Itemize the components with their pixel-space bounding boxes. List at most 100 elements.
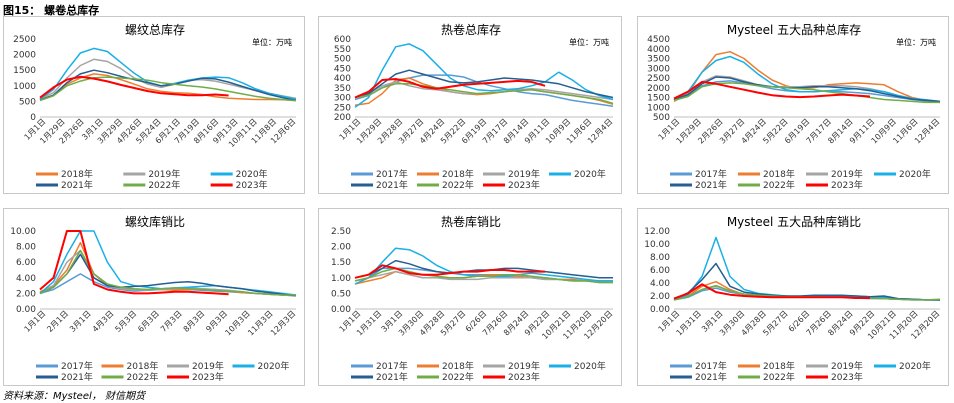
- series-line-2020: [39, 230, 297, 296]
- legend-label: 2023年: [508, 371, 540, 383]
- legend-item: 2021年: [36, 179, 93, 191]
- y-tick-label: 1000: [13, 82, 36, 92]
- y-tick-label: 1500: [13, 66, 36, 76]
- y-tick-label: 2.50: [331, 227, 351, 237]
- legend-label: 2022年: [127, 371, 159, 383]
- chart-panel-five-products-inventory: Mysteel 五大品种总库存 单位：万吨 500 1000 1500 2000 2500 3…: [637, 16, 949, 194]
- x-tick-label: 3月1日: [68, 309, 93, 334]
- y-tick-label: 10.00: [644, 240, 670, 250]
- series-line-2021: [39, 253, 297, 297]
- legend-label: 2018年: [442, 360, 474, 372]
- legend-item: 2021年: [351, 371, 408, 383]
- chart-panel-rebar-stock-sales-ratio: 螺纹库销比 0.00 2.00 4.00 6.00 8.00 10.00 1月1日 2月1日 3月…: [3, 208, 305, 386]
- legend-label: 2017年: [376, 360, 408, 372]
- legend-item: 2022年: [417, 371, 474, 383]
- legend-item: 2022年: [101, 371, 159, 383]
- series-line-2018: [673, 50, 941, 104]
- chart-panel-five-products-stock-sales-ratio: Mysteel 五大品种库销比 0.00 2.00 4.00 6.00 8.00 10.00…: [637, 208, 949, 386]
- legend-label: 2019年: [831, 168, 863, 180]
- legend-item: 2023年: [167, 371, 224, 383]
- legend-item: 2022年: [417, 179, 474, 191]
- legend-label: 2018年: [763, 168, 795, 180]
- y-tick-label: 600: [334, 35, 351, 45]
- y-tick-label: 500: [653, 113, 670, 123]
- y-tick-label: 1500: [647, 94, 670, 104]
- legend-item: 2017年: [670, 360, 727, 372]
- y-tick-label: 550: [334, 45, 351, 55]
- legend-item: 2020年: [874, 168, 931, 180]
- legend-label: 2019年: [831, 360, 863, 372]
- y-tick-label: 2.00: [16, 289, 36, 299]
- legend-label: 2019年: [508, 360, 540, 372]
- chart-hrc-stock-sales-ratio: 热卷库销比0.000.501.001.502.002.501月1日1月31日3月…: [331, 214, 614, 383]
- legend-label: 2023年: [236, 179, 268, 191]
- x-tick-label: 5月3日: [113, 309, 138, 334]
- legend-label: 2020年: [899, 360, 931, 372]
- series-line-2021: [673, 76, 941, 103]
- y-tick-label: 8.00: [650, 253, 670, 263]
- chart-title: 热卷总库存: [441, 22, 501, 37]
- y-tick-label: 3500: [647, 55, 670, 65]
- y-tick-label: 0.00: [650, 305, 670, 315]
- series-line-2022: [39, 76, 297, 102]
- y-tick-label: 400: [334, 74, 351, 84]
- legend-item: 2022年: [738, 371, 795, 383]
- legend-item: 2022年: [123, 179, 180, 191]
- y-tick-label: 2.00: [650, 292, 670, 302]
- source-note: 资料来源：Mysteel， 财信期货: [3, 391, 145, 402]
- y-tick-label: 2.00: [331, 243, 351, 253]
- chart-title: 热卷库销比: [441, 214, 501, 229]
- y-tick-label: 2500: [647, 74, 670, 84]
- legend-item: 2023年: [483, 371, 540, 383]
- series-line-2021: [39, 69, 297, 102]
- legend-item: 2017年: [36, 360, 93, 372]
- legend-label: 2021年: [695, 179, 727, 191]
- y-tick-label: 0: [30, 113, 36, 123]
- legend-label: 2020年: [574, 168, 606, 180]
- legend-label: 2018年: [127, 360, 159, 372]
- legend-item: 2017年: [351, 360, 408, 372]
- legend-item: 2023年: [806, 371, 863, 383]
- legend-item: 2020年: [549, 360, 606, 372]
- x-tick-label: 4月3日: [91, 309, 116, 334]
- y-tick-label: 8.00: [16, 243, 36, 253]
- y-tick-label: 450: [334, 64, 351, 74]
- legend-item: 2018年: [101, 360, 159, 372]
- legend-label: 2022年: [763, 179, 795, 191]
- y-tick-label: 500: [19, 97, 36, 107]
- legend-item: 2023年: [483, 179, 540, 191]
- legend-item: 2020年: [210, 168, 268, 180]
- legend-item: 2019年: [167, 360, 224, 372]
- legend-label: 2023年: [831, 371, 863, 383]
- x-tick-label: 7月3日: [159, 309, 184, 334]
- y-tick-label: 4.00: [16, 274, 36, 284]
- chart-title: Mysteel 五大品种总库存: [727, 22, 861, 37]
- legend-item: 2021年: [351, 179, 408, 191]
- y-tick-label: 500: [334, 55, 351, 65]
- legend-item: 2021年: [670, 371, 727, 383]
- legend-item: 2021年: [36, 371, 93, 383]
- legend-item: 2017年: [351, 168, 408, 180]
- chart-title: 螺纹总库存: [125, 22, 185, 37]
- chart-rebar-stock-sales-ratio: 螺纹库销比0.002.004.006.008.0010.001月1日2月1日3月…: [10, 214, 297, 383]
- series-line-2021: [673, 262, 940, 301]
- legend-label: 2022年: [763, 371, 795, 383]
- legend-label: 2021年: [376, 371, 408, 383]
- chart-panel-hrc-stock-sales-ratio: 热卷库销比 0.00 0.50 1.00 1.50 2.00 2.50 1月1日 1月31日 3月…: [318, 208, 622, 386]
- legend-label: 2020年: [899, 168, 931, 180]
- y-tick-label: 2500: [13, 35, 36, 45]
- series-line-2023: [39, 230, 229, 296]
- legend-item: 2018年: [417, 168, 474, 180]
- y-tick-label: 0.00: [16, 305, 36, 315]
- x-tick-label: 12月3日: [269, 309, 297, 337]
- legend-label: 2020年: [258, 360, 290, 372]
- legend-label: 2022年: [442, 371, 474, 383]
- chart-title: 螺纹库销比: [125, 214, 185, 229]
- series-line-2023: [354, 78, 546, 99]
- x-tick-label: 6月3日: [136, 309, 161, 334]
- chart-panel-rebar-inventory: 螺纹总库存 单位：万吨 0 500 1000 1500 2000 2500 1月1日 1月29日 2…: [3, 16, 305, 194]
- y-tick-label: 200: [334, 113, 351, 123]
- series-line-2022: [354, 83, 614, 105]
- chart-rebar-inventory: 螺纹总库存单位：万吨050010001500200025001月1日1月29日2…: [13, 22, 297, 191]
- series-line-2023: [354, 264, 546, 279]
